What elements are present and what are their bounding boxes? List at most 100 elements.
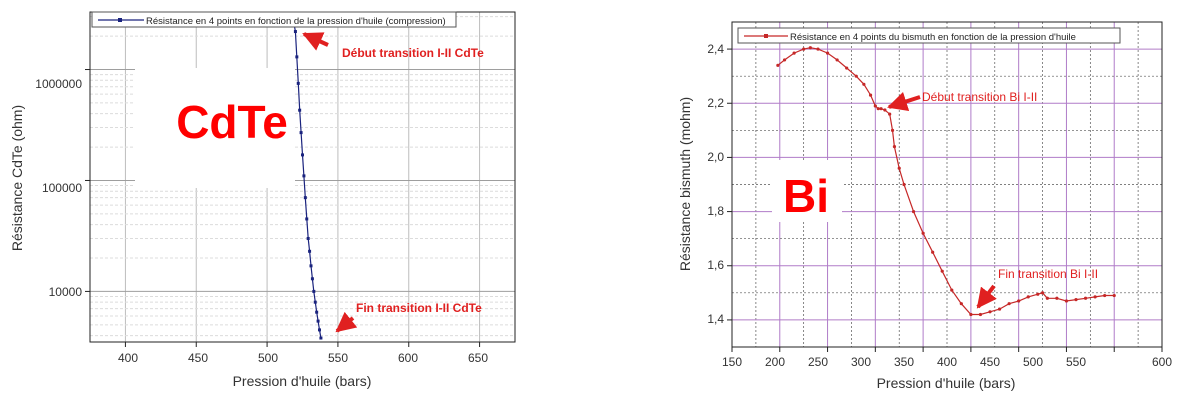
bi-data-point (931, 250, 935, 254)
chart-bi: 150 200 250 300 350 400 450 500 550 600 … (677, 21, 1172, 391)
bi-data-point (1040, 291, 1045, 295)
bi-legend-swatch-marker (764, 34, 768, 38)
cdte-end-annotation: Fin transition I-II CdTe (356, 301, 482, 315)
bi-data-point (835, 58, 839, 62)
bi-end-arrow (976, 284, 997, 309)
cdte-legend-label: Résistance en 4 points en fonction de la… (146, 16, 446, 27)
cdte-data-point (310, 277, 314, 281)
bi-x-tick-label: 450 (980, 355, 1000, 369)
cdte-x-tick-label: 550 (328, 351, 348, 365)
cdte-legend-swatch-marker (118, 18, 122, 22)
bi-data-point (950, 288, 954, 292)
cdte-x-axis-title: Pression d'huile (bars) (233, 373, 372, 389)
bi-data-point (1017, 299, 1021, 303)
bi-y-axis-title: Résistance bismuth (mohm) (677, 97, 693, 271)
bi-data-point (1007, 302, 1011, 306)
bi-data-point (876, 107, 880, 111)
bi-x-tick-label: 550 (1066, 355, 1086, 369)
bi-data-point (1036, 292, 1040, 296)
cdte-data-point (293, 30, 297, 34)
bi-y-tick-label: 1,8 (707, 204, 724, 218)
cdte-data-point (296, 81, 300, 85)
bi-data-point (1026, 295, 1030, 299)
bi-x-tick-label: 250 (808, 355, 828, 369)
cdte-y-axis-title: Résistance CdTe (ohm) (9, 105, 25, 251)
bi-grid (727, 21, 1163, 352)
bi-y-tick-label: 2,2 (707, 96, 724, 110)
bi-data-point (792, 51, 796, 55)
bi-x-tick-label: 400 (937, 355, 957, 369)
cdte-data-point (305, 217, 309, 221)
bi-x-ticks: 150 200 250 300 350 400 450 500 550 600 (722, 355, 1172, 369)
bi-data-point (897, 166, 901, 170)
bi-legend-box (737, 27, 1121, 44)
bi-data-point (883, 108, 887, 112)
bi-x-tick-label: 300 (851, 355, 871, 369)
bi-data-point (988, 310, 992, 314)
bi-data-point (978, 312, 983, 317)
bi-data-point (825, 51, 830, 55)
bi-data-point (1103, 293, 1107, 298)
cdte-legend-box (91, 11, 457, 28)
bi-x-tick-label: 350 (894, 355, 914, 369)
bi-y-tick-label: 1,6 (707, 258, 724, 272)
cdte-data-point (301, 153, 304, 157)
bi-x-tick-label: 500 (1023, 355, 1043, 369)
bi-data-point (845, 66, 849, 70)
bi-y-tick-label: 2,4 (707, 42, 724, 56)
bi-data-point (959, 302, 963, 306)
cdte-data-point (313, 300, 317, 304)
cdte-data-point (312, 289, 316, 293)
cdte-x-tick-label: 400 (118, 351, 138, 365)
bi-data-point (782, 58, 787, 62)
cdte-start-annotation: Début transition I-II CdTe (342, 46, 484, 60)
bi-data-point (911, 209, 916, 214)
bi-legend-label: Résistance en 4 points du bismuth en fon… (790, 32, 1076, 43)
chart-cdte: 400 450 500 550 600 650 10000 100000 100… (9, 11, 516, 389)
bi-y-ticks: 1,4 1,6 1,8 2,0 2,2 2,4 (707, 42, 724, 326)
bi-series (776, 46, 1116, 317)
bi-data-point (1045, 296, 1049, 300)
bi-data-point (940, 269, 944, 273)
cdte-y-tick-label: 100000 (42, 181, 82, 195)
cdte-data-point (295, 55, 299, 59)
bi-data-point (1083, 296, 1088, 300)
cdte-data-point (299, 131, 303, 135)
cdte-data-point (315, 310, 319, 314)
bi-legend: Résistance en 4 points du bismuth en fon… (737, 27, 1121, 44)
bi-start-annotation: Début transition Bi I-II (922, 90, 1037, 104)
cdte-x-ticks: 400 450 500 550 600 650 (118, 351, 488, 365)
cdte-x-tick-label: 500 (258, 351, 278, 365)
cdte-data-point (318, 328, 321, 332)
bi-data-point (1093, 295, 1097, 299)
cdte-legend: Résistance en 4 points en fonction de la… (91, 11, 457, 28)
cdte-y-tick-label: 1000000 (35, 77, 82, 91)
bi-data-point (997, 307, 1002, 311)
bi-data-point (888, 112, 892, 116)
cdte-x-tick-label: 600 (398, 351, 418, 365)
cdte-data-point (319, 336, 323, 340)
bi-overlay-label: Bi (783, 170, 829, 222)
bi-data-point (1074, 298, 1078, 302)
bi-x-tick-label: 150 (722, 355, 742, 369)
cdte-data-point (303, 196, 307, 200)
cdte-y-ticks: 10000 100000 1000000 (35, 77, 82, 299)
cdte-x-tick-label: 650 (468, 351, 488, 365)
bi-data-point (873, 104, 877, 108)
bi-start-arrow (887, 91, 921, 111)
cdte-data-point (302, 174, 306, 178)
bi-x-tick-label: 600 (1152, 355, 1172, 369)
cdte-data-point (306, 236, 310, 240)
bi-data-point (969, 312, 973, 317)
bi-data-point (921, 231, 925, 235)
bi-data-point (816, 47, 820, 51)
cdte-x-tick-label: 450 (188, 351, 208, 365)
bi-data-point (776, 63, 780, 67)
cdte-y-tick-label: 10000 (49, 285, 83, 299)
bi-data-point (1055, 296, 1059, 300)
cdte-end-arrow (335, 311, 358, 333)
bi-overlay-backdrop (772, 160, 842, 222)
cdte-overlay-label: CdTe (176, 96, 288, 148)
bi-y-tick-label: 1,4 (707, 312, 724, 326)
